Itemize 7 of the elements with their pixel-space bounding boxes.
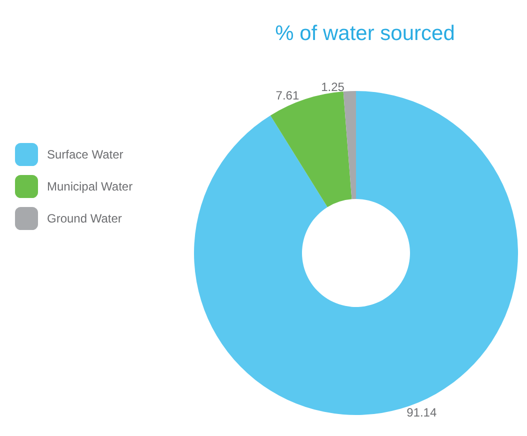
legend-label: Ground Water bbox=[47, 212, 122, 226]
chart-title: % of water sourced bbox=[275, 22, 455, 45]
data-label: 1.25 bbox=[321, 80, 345, 94]
legend-label: Municipal Water bbox=[47, 180, 133, 194]
legend-label: Surface Water bbox=[47, 148, 124, 162]
data-label: 7.61 bbox=[276, 88, 300, 102]
data-label: 91.14 bbox=[406, 406, 437, 420]
